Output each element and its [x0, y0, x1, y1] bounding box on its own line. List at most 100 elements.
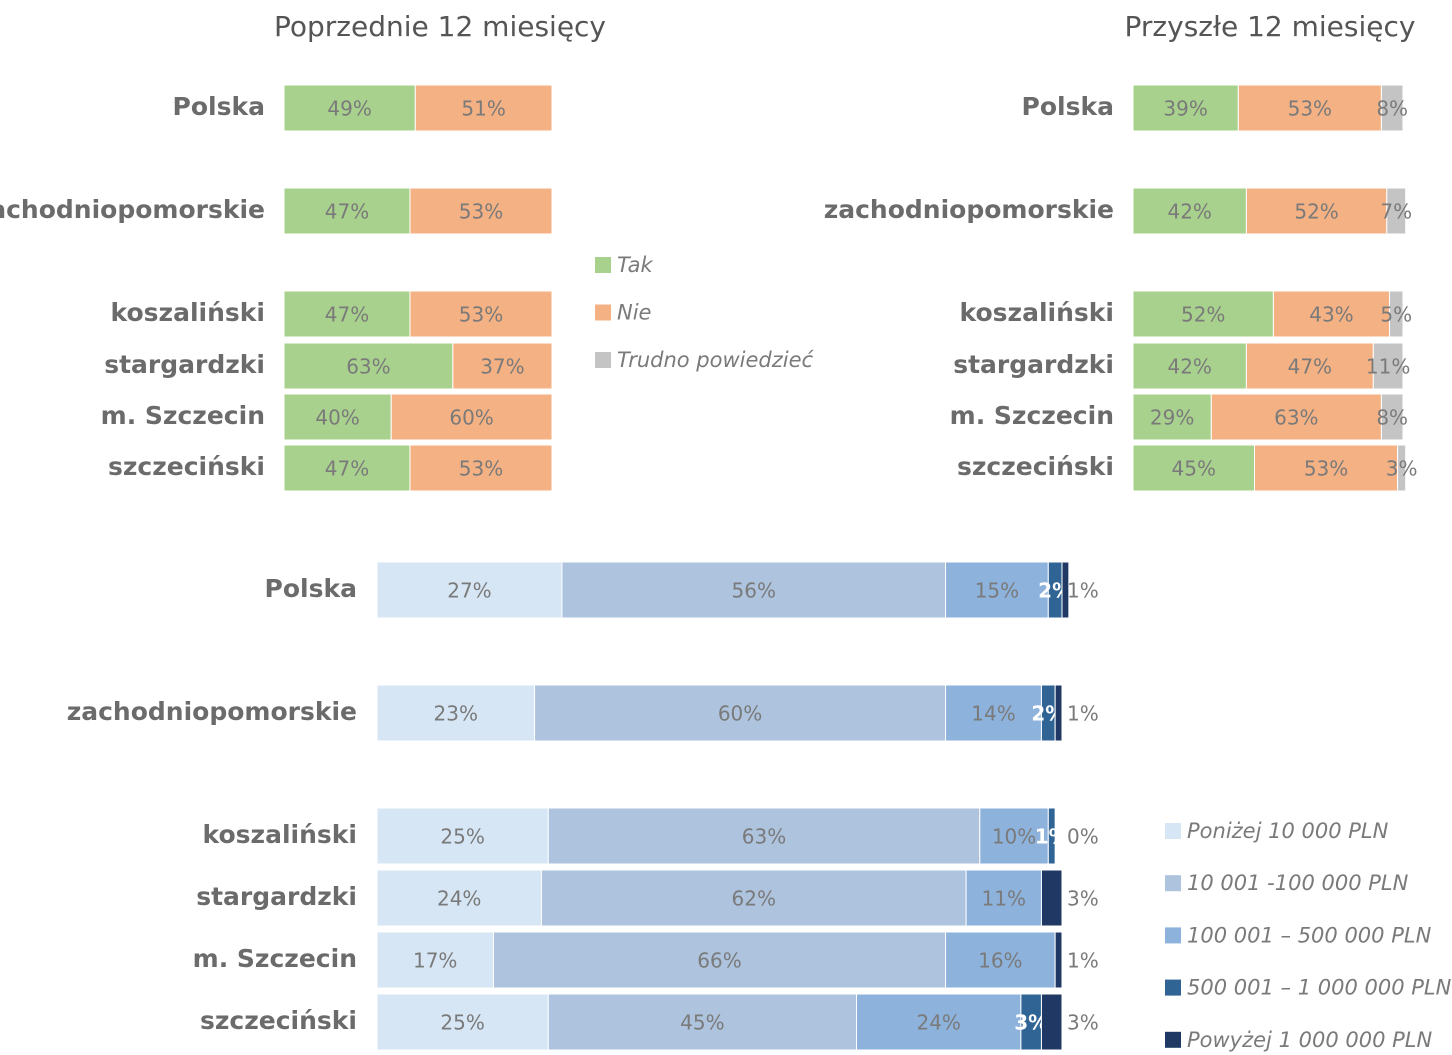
bar-segment	[283, 393, 392, 441]
bar-segment	[945, 684, 1042, 742]
legend-swatch	[1165, 875, 1181, 892]
bar-segment	[1237, 84, 1382, 132]
bar-segment	[945, 561, 1049, 619]
bar-segment	[1389, 290, 1404, 338]
bar-segment	[1061, 561, 1070, 619]
bar-segment	[1132, 84, 1239, 132]
value-label: 16%	[978, 949, 1022, 973]
legend-label: 100 001 – 500 000 PLN	[1187, 923, 1432, 947]
legend-swatch	[1165, 1031, 1181, 1048]
value-label: 3%	[1386, 457, 1418, 481]
bar-segment	[1380, 84, 1404, 132]
legend-swatch	[1165, 823, 1181, 839]
bar-segment	[965, 869, 1042, 927]
legend-label: Trudno powiedzieć	[617, 348, 815, 372]
category-label: stargardzki	[196, 882, 357, 911]
bar-segment	[376, 869, 542, 927]
legend-swatch	[1165, 979, 1181, 996]
legend-label: Powyżej 1 000 000 PLN	[1187, 1028, 1432, 1052]
legend-swatch	[595, 257, 611, 273]
category-label: zachodniopomorskie	[67, 697, 357, 726]
bar-segment	[409, 290, 553, 338]
bar-segment	[376, 931, 494, 989]
value-label: 47%	[325, 457, 369, 481]
category-label: Polska	[173, 92, 265, 121]
bar-segment	[1047, 807, 1056, 865]
bar-segment	[452, 342, 553, 390]
legend-label: Poniżej 10 000 PLN	[1187, 819, 1389, 843]
value-label: 11%	[982, 887, 1026, 911]
value-label: 27%	[447, 579, 491, 603]
value-label: 53%	[459, 457, 503, 481]
value-label: 5%	[1380, 303, 1412, 327]
value-label: 37%	[480, 355, 524, 379]
category-label: szczeciński	[200, 1006, 357, 1035]
bar-segment	[414, 84, 553, 132]
value-label: 39%	[1163, 97, 1207, 121]
value-label: 8%	[1376, 406, 1408, 430]
chart-title: Przyszłe 12 miesięcy	[1125, 10, 1416, 43]
category-label: koszaliński	[111, 298, 265, 327]
category-label: koszaliński	[203, 820, 357, 849]
value-label: 63%	[346, 355, 390, 379]
bar-segment	[376, 993, 549, 1051]
value-label: 63%	[1274, 406, 1318, 430]
value-label: 51%	[461, 97, 505, 121]
value-label: 1%	[1035, 825, 1069, 849]
legend-label: Nie	[617, 301, 651, 325]
bar-segment	[945, 931, 1056, 989]
bar-segment	[409, 444, 553, 492]
category-label: szczeciński	[108, 452, 265, 481]
value-label: 1%	[1067, 949, 1099, 973]
value-label: 66%	[697, 949, 741, 973]
value-label: 52%	[1181, 303, 1225, 327]
bar-segment	[1210, 393, 1382, 441]
value-label: 23%	[434, 702, 478, 726]
category-label: m. Szczecin	[101, 401, 265, 430]
value-label: 40%	[315, 406, 359, 430]
bar-segment	[547, 993, 857, 1051]
value-label: 3%	[1067, 1011, 1099, 1035]
category-label: koszaliński	[960, 298, 1114, 327]
value-label: 56%	[732, 579, 776, 603]
value-label: 62%	[732, 887, 776, 911]
value-label: 25%	[440, 825, 484, 849]
value-label: 60%	[718, 702, 762, 726]
value-label: 24%	[437, 887, 481, 911]
bar-segment	[1386, 187, 1407, 235]
legend-swatch	[595, 304, 611, 321]
value-label: 45%	[680, 1011, 724, 1035]
bar-segment	[561, 561, 947, 619]
bar-segment	[1272, 290, 1391, 338]
value-label: 47%	[1288, 355, 1332, 379]
value-label: 45%	[1172, 457, 1216, 481]
bar-segment	[856, 993, 1022, 1051]
value-label: 53%	[1304, 457, 1348, 481]
bar-segment	[376, 807, 549, 865]
bar-segment	[979, 807, 1049, 865]
bar-segment	[534, 684, 947, 742]
value-label: 14%	[971, 702, 1015, 726]
bar-segment	[1372, 342, 1404, 390]
category-label: Polska	[265, 574, 357, 603]
bar-segment	[283, 290, 411, 338]
legend-label: 500 001 – 1 000 000 PLN	[1187, 976, 1452, 1000]
bar-segment	[540, 869, 967, 927]
bar-segment	[1040, 869, 1063, 927]
value-label: 42%	[1167, 355, 1211, 379]
bar-segment	[409, 187, 553, 235]
category-label: zachodniopomorskie	[824, 195, 1114, 224]
bar-segment	[1040, 993, 1063, 1051]
bar-segment	[1397, 444, 1407, 492]
value-label: 8%	[1376, 97, 1408, 121]
bar-segment	[547, 807, 981, 865]
value-label: 25%	[440, 1011, 484, 1035]
bar-segment	[1054, 684, 1063, 742]
value-label: 63%	[742, 825, 786, 849]
value-label: 7%	[1380, 200, 1412, 224]
category-label: Polska	[1022, 92, 1114, 121]
value-label: 1%	[1067, 702, 1099, 726]
category-label: m. Szczecin	[950, 401, 1114, 430]
bar-segment	[1054, 931, 1063, 989]
